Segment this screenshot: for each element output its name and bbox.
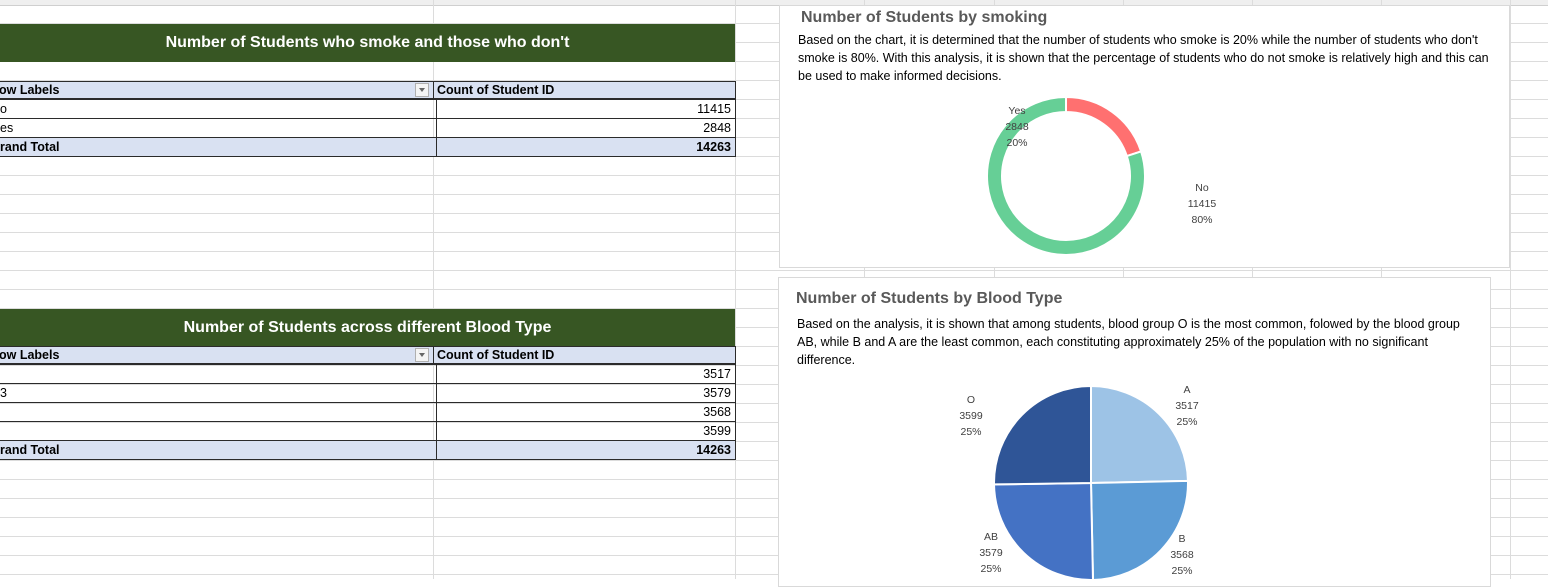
row-labels-header-text: ow Labels xyxy=(0,348,60,362)
yes-data-label: Yes 2848 20% xyxy=(995,103,1039,151)
smoking-chart-panel[interactable]: Number of Students by smoking Based on t… xyxy=(779,5,1510,268)
a-label-value: 3517 xyxy=(1175,400,1199,412)
row-value: 3568 xyxy=(436,403,733,422)
grand-total-label: rand Total xyxy=(0,140,60,154)
blood-pie-chart[interactable] xyxy=(779,278,1492,588)
ab-data-label: AB 3579 25% xyxy=(971,529,1011,577)
a-label-pct: 25% xyxy=(1176,416,1198,428)
filter-dropdown-icon[interactable] xyxy=(415,83,429,97)
no-label-value: 11415 xyxy=(1187,198,1217,210)
pie-slice-a[interactable] xyxy=(1090,384,1190,485)
blood-chart-panel[interactable]: Number of Students by Blood Type Based o… xyxy=(778,277,1491,587)
smoking-chart-description: Based on the chart, it is determined tha… xyxy=(798,33,1489,83)
grand-total-row[interactable]: rand Total 14263 xyxy=(0,137,736,157)
blood-table-banner: Number of Students across different Bloo… xyxy=(0,309,735,346)
o-label-name: O xyxy=(966,394,976,406)
column-divider xyxy=(735,0,736,579)
row-label: o xyxy=(0,102,7,116)
b-label-pct: 25% xyxy=(1171,565,1193,577)
smoking-chart-title: Number of Students by smoking xyxy=(801,9,1048,26)
smoking-table-banner: Number of Students who smoke and those w… xyxy=(0,24,735,62)
smoking-row-labels-header[interactable]: ow Labels xyxy=(0,81,434,99)
smoking-donut-chart[interactable] xyxy=(780,6,1511,269)
yes-label-name: Yes xyxy=(1008,105,1026,117)
smoking-value-header: Count of Student ID xyxy=(433,81,736,99)
b-label-value: 3568 xyxy=(1170,549,1194,561)
pie-slice-o[interactable] xyxy=(993,384,1092,486)
b-label-name: B xyxy=(1178,533,1186,545)
b-data-label: B 3568 25% xyxy=(1162,531,1202,579)
column-divider xyxy=(1510,0,1511,579)
value-header-text: Count of Student ID xyxy=(437,348,555,362)
table-row[interactable]: 3599 xyxy=(0,421,736,441)
no-label-pct: 80% xyxy=(1191,214,1213,226)
grand-total-row[interactable]: rand Total 14263 xyxy=(0,440,736,460)
donut-slice-yes[interactable] xyxy=(1065,95,1143,158)
blood-chart-description: Based on the analysis, it is shown that … xyxy=(797,317,1460,367)
a-label-name: A xyxy=(1183,384,1191,396)
filter-dropdown-icon[interactable] xyxy=(415,348,429,362)
row-value: 3579 xyxy=(436,384,733,403)
row-label xyxy=(0,403,430,422)
column-divider xyxy=(433,0,434,579)
grand-total-label: rand Total xyxy=(0,443,60,457)
o-label-value: 3599 xyxy=(959,410,983,422)
blood-chart-title: Number of Students by Blood Type xyxy=(796,290,1063,307)
table-row[interactable]: 3 3579 xyxy=(0,383,736,403)
row-label: es xyxy=(0,121,14,135)
row-label xyxy=(0,422,430,441)
row-label: 3 xyxy=(0,386,7,400)
table-row[interactable]: es 2848 xyxy=(0,118,736,138)
donut-slice-no[interactable] xyxy=(986,95,1146,256)
row-value: 3517 xyxy=(436,365,733,384)
grand-total-value: 14263 xyxy=(436,441,733,460)
yes-label-value: 2848 xyxy=(1005,121,1029,133)
no-label-name: No xyxy=(1195,182,1209,194)
row-labels-header-text: ow Labels xyxy=(0,83,60,97)
a-data-label: A 3517 25% xyxy=(1167,382,1207,430)
table-row[interactable]: o 11415 xyxy=(0,99,736,119)
ab-label-name: AB xyxy=(983,531,998,543)
table-row[interactable]: 3568 xyxy=(0,402,736,422)
column-header-strip xyxy=(0,0,1548,6)
row-label xyxy=(0,365,430,384)
table-row[interactable]: 3517 xyxy=(0,364,736,384)
o-label-pct: 25% xyxy=(960,426,982,438)
row-value: 2848 xyxy=(436,119,733,138)
no-data-label: No 11415 80% xyxy=(1180,180,1224,228)
blood-row-labels-header[interactable]: ow Labels xyxy=(0,346,434,364)
yes-label-pct: 20% xyxy=(1006,137,1028,149)
o-data-label: O 3599 25% xyxy=(951,392,991,440)
ab-label-pct: 25% xyxy=(980,563,1002,575)
row-value: 3599 xyxy=(436,422,733,441)
row-value: 11415 xyxy=(436,100,733,119)
grand-total-value: 14263 xyxy=(436,138,733,157)
blood-value-header: Count of Student ID xyxy=(433,346,736,364)
ab-label-value: 3579 xyxy=(979,547,1003,559)
value-header-text: Count of Student ID xyxy=(437,83,555,97)
